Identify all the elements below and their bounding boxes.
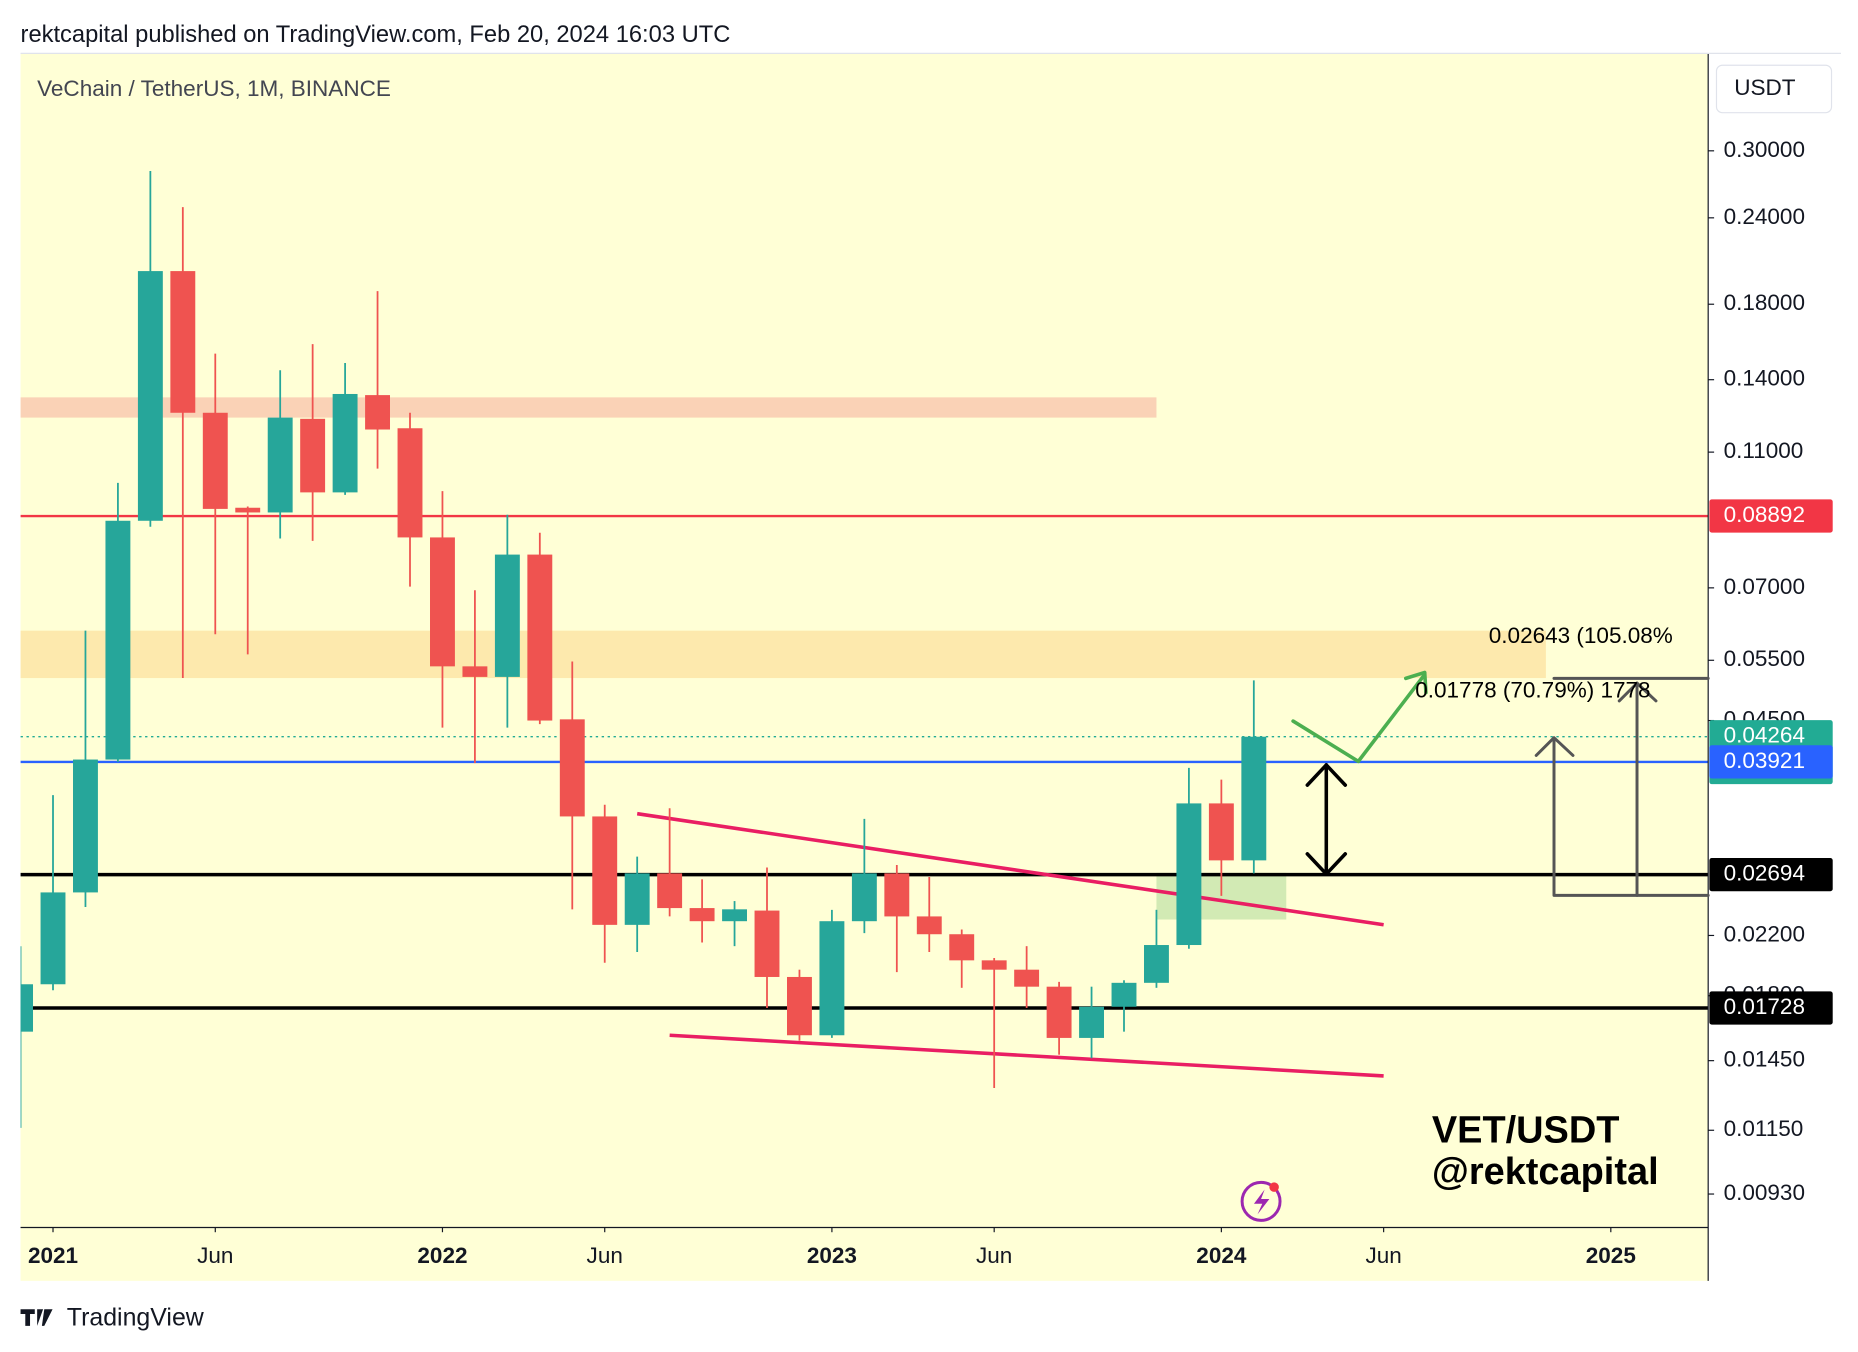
y-tick-label: 0.18000 bbox=[1724, 290, 1805, 315]
arrow-head bbox=[1534, 736, 1575, 757]
candle-body bbox=[137, 271, 163, 521]
price-axis-bg bbox=[1708, 53, 1842, 1281]
trendline bbox=[636, 811, 1384, 927]
candle-body bbox=[1014, 969, 1040, 987]
candle-body bbox=[1144, 945, 1169, 983]
x-tick-label: 2025 bbox=[1586, 1243, 1636, 1268]
candle-body bbox=[430, 537, 455, 667]
price-label: 0.08892 bbox=[1724, 502, 1805, 527]
candle-body bbox=[1079, 1006, 1104, 1038]
alert-dot bbox=[1269, 1182, 1279, 1192]
price-label: 0.03921 bbox=[1724, 748, 1805, 773]
currency: USDT bbox=[1734, 75, 1796, 100]
candle-body bbox=[397, 428, 423, 538]
candle-body bbox=[1208, 803, 1234, 861]
y-tick-label: 0.07000 bbox=[1724, 574, 1805, 599]
candle-body bbox=[300, 418, 326, 493]
price-label-bg bbox=[1709, 991, 1833, 1025]
zone bbox=[20, 630, 1546, 679]
y-tick-label: 0.11000 bbox=[1724, 438, 1804, 463]
candle-body bbox=[235, 507, 261, 513]
candle-body bbox=[657, 873, 683, 909]
candle-body bbox=[527, 554, 553, 721]
candle-body bbox=[170, 271, 196, 413]
price-label-bg bbox=[1709, 745, 1833, 779]
alert-icon bbox=[1253, 1189, 1270, 1215]
footer-logo: TradingView bbox=[67, 1303, 205, 1331]
x-tick-label: 2022 bbox=[417, 1243, 467, 1268]
x-tick-label: 2023 bbox=[807, 1243, 857, 1268]
candle-body bbox=[494, 554, 520, 677]
plot bbox=[20, 171, 1709, 1128]
y-tick-label: 0.30000 bbox=[1724, 137, 1805, 162]
candle-body bbox=[73, 759, 98, 893]
arrow-head bbox=[1305, 852, 1348, 876]
price-label: 0.04264 bbox=[1724, 723, 1805, 748]
candle-body bbox=[916, 916, 942, 935]
y-tick-label: 0.05500 bbox=[1724, 646, 1805, 671]
zone bbox=[20, 397, 1157, 418]
y-tick-label: 0.02200 bbox=[1724, 921, 1805, 946]
x-tick-label: Jun bbox=[197, 1243, 233, 1268]
candle-body bbox=[105, 520, 131, 760]
candle-body bbox=[722, 909, 747, 922]
watermark: VET/USDT bbox=[1432, 1110, 1620, 1152]
candle-body bbox=[40, 892, 66, 985]
candle-body bbox=[1046, 986, 1072, 1038]
drawings bbox=[1291, 670, 1710, 897]
candle-body bbox=[689, 908, 715, 922]
price-label: 0.02694 bbox=[1724, 861, 1805, 886]
currency-button[interactable] bbox=[1715, 64, 1833, 114]
watermark: @rektcapital bbox=[1432, 1151, 1659, 1193]
chart-title: VeChain / TetherUS, 1M, BINANCE bbox=[37, 76, 391, 101]
x-tick-label: 2024 bbox=[1196, 1243, 1247, 1268]
candle-body bbox=[754, 910, 780, 977]
candle-body bbox=[787, 976, 812, 1036]
annotation: 0.01778 (70.79%) 1778 bbox=[1415, 677, 1650, 702]
candle-body bbox=[624, 873, 650, 925]
logo-mark bbox=[20, 1309, 53, 1326]
y-tick-label: 0.24000 bbox=[1724, 204, 1805, 229]
x-tick-label: Jun bbox=[1365, 1243, 1401, 1268]
arrow-head bbox=[1617, 681, 1658, 703]
measure bbox=[1552, 739, 1710, 897]
price-label-bg bbox=[1709, 858, 1833, 892]
candle-body bbox=[1176, 803, 1202, 946]
candle-body bbox=[332, 393, 358, 493]
candle-body bbox=[981, 960, 1007, 970]
header: rektcapital published on TradingView.com… bbox=[21, 22, 731, 48]
y-tick-label: 0.14000 bbox=[1724, 366, 1805, 391]
projection-arrow bbox=[1291, 674, 1426, 764]
y-tick-label: 0.01150 bbox=[1724, 1116, 1804, 1141]
y-tick-label: 0.00930 bbox=[1724, 1180, 1805, 1205]
candle-body bbox=[1111, 982, 1137, 1007]
candle-body bbox=[884, 873, 910, 917]
candle-body bbox=[202, 412, 228, 509]
annotation: 0.02643 (105.08% bbox=[1489, 623, 1673, 648]
candle-body bbox=[949, 934, 975, 961]
x-tick-label: 2021 bbox=[28, 1243, 78, 1268]
candle-body bbox=[592, 816, 618, 925]
x-tick-label: Jun bbox=[976, 1243, 1012, 1268]
candle-body bbox=[462, 666, 488, 677]
alert-icon[interactable] bbox=[1240, 1180, 1282, 1222]
candle-body bbox=[20, 984, 34, 1032]
time-axis-bg bbox=[20, 1227, 1709, 1281]
y-tick-label: 0.01450 bbox=[1724, 1047, 1805, 1072]
candle-body bbox=[1241, 736, 1267, 861]
x-tick-label: Jun bbox=[587, 1243, 623, 1268]
candle-body bbox=[559, 719, 585, 817]
price-label: 0.01728 bbox=[1724, 994, 1805, 1019]
candle-body bbox=[267, 417, 293, 513]
price-label-bg bbox=[1709, 499, 1833, 533]
arrow-head bbox=[1305, 763, 1348, 787]
arrow-head bbox=[1403, 670, 1428, 695]
trendline bbox=[669, 1033, 1384, 1078]
candle-body bbox=[365, 395, 391, 430]
candle-body bbox=[819, 921, 845, 1036]
candle-body bbox=[851, 873, 877, 922]
